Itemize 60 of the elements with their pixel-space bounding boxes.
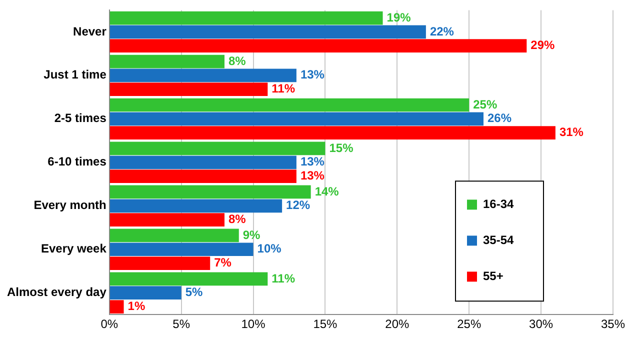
data-label: 12% bbox=[286, 198, 310, 212]
data-label: 7% bbox=[214, 256, 232, 270]
data-label: 13% bbox=[300, 168, 325, 183]
y-tick-label: Every month bbox=[34, 198, 106, 212]
data-label: 8% bbox=[228, 54, 246, 68]
bar bbox=[110, 256, 210, 270]
data-label: 13% bbox=[300, 68, 325, 82]
bar bbox=[110, 126, 556, 140]
y-tick-label: Almost every day bbox=[6, 285, 107, 300]
data-label: 26% bbox=[488, 111, 512, 126]
data-label: 11% bbox=[272, 82, 296, 96]
bar bbox=[110, 286, 182, 300]
x-tick-label: 20% bbox=[385, 317, 410, 332]
data-label: 1% bbox=[128, 299, 146, 314]
bar bbox=[110, 11, 383, 25]
bar bbox=[110, 213, 224, 226]
x-tick-label: 30% bbox=[529, 317, 554, 332]
x-tick-label: 0% bbox=[100, 317, 118, 332]
x-tick-label: 10% bbox=[241, 317, 266, 332]
data-label: 10% bbox=[257, 242, 282, 256]
data-label: 13% bbox=[300, 154, 325, 169]
data-label: 31% bbox=[559, 125, 584, 140]
x-tick-label: 25% bbox=[457, 317, 482, 332]
bar bbox=[110, 54, 224, 68]
bar bbox=[110, 272, 268, 286]
bar bbox=[110, 156, 296, 170]
bar bbox=[110, 98, 470, 112]
y-tick-label: 2-5 times bbox=[54, 111, 107, 126]
data-label: 8% bbox=[228, 212, 246, 226]
bar bbox=[110, 300, 124, 314]
bar bbox=[110, 228, 239, 242]
data-label: 25% bbox=[473, 97, 498, 112]
legend-label: 55+ bbox=[483, 268, 504, 283]
x-tick-label: 5% bbox=[172, 317, 190, 332]
legend-label: 16-34 bbox=[483, 196, 514, 211]
data-label: 5% bbox=[185, 285, 203, 300]
bar bbox=[110, 25, 426, 39]
data-label: 22% bbox=[430, 24, 454, 38]
y-tick-label: Every week bbox=[40, 242, 107, 256]
data-label: 9% bbox=[242, 228, 261, 242]
bar bbox=[110, 82, 268, 96]
bar bbox=[110, 39, 527, 53]
data-label: 19% bbox=[386, 10, 412, 24]
data-label: 14% bbox=[314, 184, 340, 198]
bar bbox=[110, 185, 311, 199]
y-tick-label: Never bbox=[73, 24, 107, 38]
data-label: 15% bbox=[329, 140, 354, 155]
bar bbox=[110, 112, 484, 126]
bar bbox=[110, 170, 296, 183]
bar bbox=[110, 199, 282, 213]
bar bbox=[110, 68, 296, 82]
data-label: 29% bbox=[530, 38, 556, 52]
y-tick-label: 6-10 times bbox=[48, 154, 107, 169]
data-label: 11% bbox=[272, 271, 296, 286]
x-tick-label: 15% bbox=[313, 317, 338, 332]
legend-label: 35-54 bbox=[483, 232, 514, 247]
y-tick-label: Just 1 time bbox=[44, 68, 107, 82]
bar bbox=[110, 242, 254, 256]
bar bbox=[110, 142, 326, 156]
x-tick-label: 35% bbox=[600, 317, 626, 332]
